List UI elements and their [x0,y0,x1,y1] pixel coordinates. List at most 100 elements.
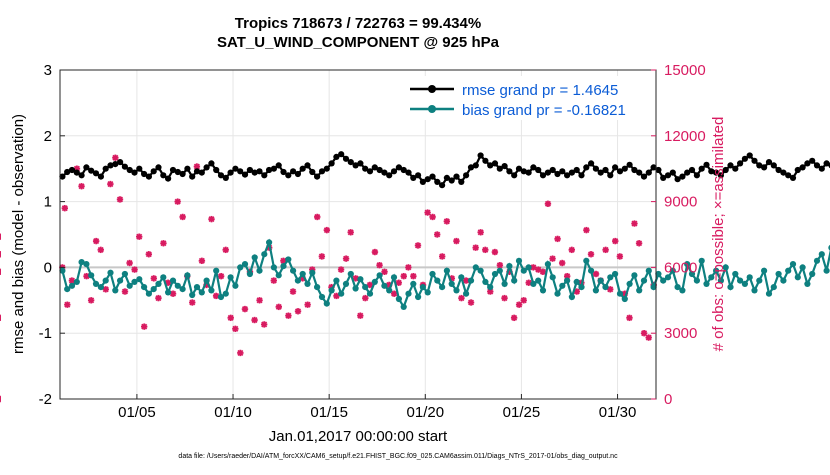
rmse-point [722,166,729,174]
obs-point [376,262,383,269]
obs-point-stroke [280,257,287,264]
bias-point [443,267,450,274]
rmse-point [727,162,734,169]
bias-point [309,269,316,276]
rmse-point [112,161,119,168]
bias-point [669,267,676,274]
obs-point [549,255,556,262]
right-tick-label: 0 [664,391,672,408]
obs-point-stroke [314,213,321,220]
rmse-point [621,165,628,172]
rmse-point [813,162,821,169]
obs-point-stroke [232,325,239,332]
bias-point [621,295,628,303]
obs-point [126,259,133,267]
bias-point [780,277,787,284]
bias-point [631,272,638,279]
x-tick-label: 01/05 [118,404,156,421]
bias-point [794,274,801,281]
obs-point [477,229,484,236]
obs-point-stroke [482,246,489,253]
y-axis-label: rmse and bias (model - observation) [10,114,27,354]
rmse-point [429,173,436,180]
obs-point [472,244,479,251]
rmse-point [266,166,273,174]
x-tick-label: 01/25 [503,404,541,421]
rmse-point [410,174,417,181]
y-tick-label: 1 [44,194,52,211]
obs-point [439,253,446,260]
rmse-point [155,164,162,171]
obs-point [342,255,350,262]
obs-point [635,240,643,247]
bias-point [506,263,513,270]
bias-point [703,280,710,287]
bias-point [275,272,282,279]
rmse-point [713,169,720,176]
bias-point [386,287,393,294]
obs-point-stroke [275,303,282,310]
rmse-point [477,152,484,159]
obs-point [362,294,369,302]
rmse-point [520,168,527,175]
bias-point [650,284,657,291]
obs-point [150,275,158,282]
rmse-point [496,165,503,172]
bias-point [222,290,229,297]
bias-point [83,261,90,268]
rmse-point [198,169,205,176]
obs-point-stroke [256,297,263,304]
bias-point [208,287,215,294]
bias-point [818,251,825,258]
bias-point [496,267,503,274]
obs-point-stroke [405,264,412,271]
obs-point-stroke [289,288,297,295]
obs-point [347,229,354,236]
bias-point [362,284,369,291]
rmse-point [554,170,561,178]
obs-point [164,279,172,286]
rmse-point [400,166,407,174]
rmse-point [674,176,681,183]
bias-point [256,267,263,274]
bias-point [366,290,374,297]
rmse-point [145,173,152,180]
y-tick-label: 2 [44,128,52,145]
bias-point [679,287,686,294]
rmse-point [439,182,446,189]
obs-point [337,266,345,273]
obs-point [237,349,244,357]
obs-point [289,288,297,295]
obs-point-stroke [136,233,143,240]
obs-point [116,196,124,203]
obs-point-stroke [227,314,234,321]
bias-point [722,264,729,271]
obs-point-stroke [616,253,623,260]
bias-point [439,284,446,291]
bias-point [463,290,470,297]
obs-point-stroke [371,249,378,256]
obs-point-stroke [193,163,200,170]
obs-point [198,257,206,265]
rmse-point [107,162,114,169]
bias-point [809,270,816,278]
y-tick-label: -2 [39,391,52,408]
rmse-point [184,165,191,172]
bias-point [347,270,354,278]
bias-point [640,277,648,284]
bias-point [602,284,609,291]
y-tick-label: 0 [44,259,52,276]
bias-point [549,274,556,281]
rmse-point [698,165,705,172]
rmse-point [386,172,393,179]
legend-box [404,76,650,120]
rmse-point [232,165,239,172]
rmse-point [415,172,422,179]
bias-point [424,289,431,296]
right-tick-label: 6000 [664,259,697,276]
obs-point-stroke [366,281,373,288]
rmse-point [275,162,282,169]
obs-point-stroke [107,181,114,188]
bias-point [660,277,667,284]
